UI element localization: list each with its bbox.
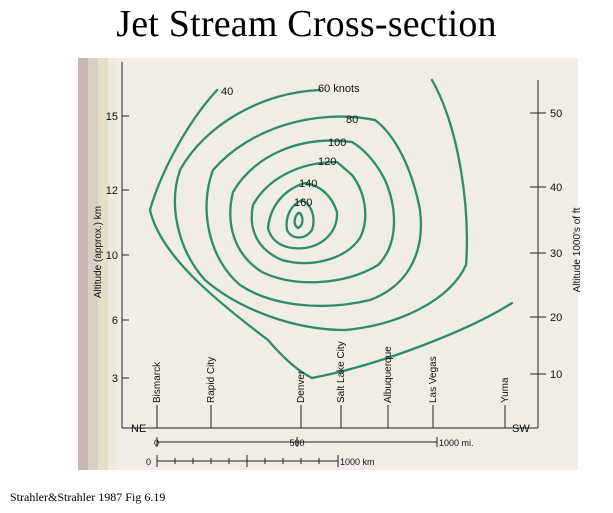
isotach-label: 120 — [318, 156, 336, 168]
mile-scale-mid: 500 — [289, 438, 304, 448]
right-tick-label: 20 — [550, 312, 562, 324]
left-tick-label: 3 — [112, 373, 118, 385]
isotach-label: 160 — [294, 197, 312, 209]
isotach-160 — [285, 198, 315, 239]
right-axis-title: Altitude 1000's of ft — [572, 207, 583, 292]
isotach-core — [293, 211, 304, 230]
isotach-label: 60 knots — [318, 83, 360, 95]
isotach-label: 100 — [328, 137, 346, 149]
right-tick-label: 30 — [550, 248, 562, 260]
isotach-140 — [266, 181, 339, 250]
isotach-40 — [148, 88, 514, 380]
left-tick-label: 6 — [112, 315, 118, 327]
figure-paper — [78, 58, 578, 470]
page-title: Jet Stream Cross-section — [116, 3, 497, 45]
direction-sw: SW — [512, 423, 530, 435]
isotach-label: 140 — [299, 178, 317, 190]
page-edge-strip-3 — [98, 58, 108, 470]
km-scale-zero: 0 — [146, 457, 151, 467]
isotach-label: 80 — [346, 114, 358, 126]
mile-scale-end: 1000 mi. — [439, 438, 474, 448]
city-label-salt-lake-city: Salt Lake City — [336, 341, 347, 403]
page-edge-strip-2 — [88, 58, 98, 470]
right-tick-label: 10 — [550, 369, 562, 381]
right-tick-label: 50 — [550, 108, 562, 120]
mile-scale-zero: 0 — [154, 438, 159, 448]
page-edge-strip-1 — [78, 58, 88, 470]
isotach-label: 40 — [221, 86, 233, 98]
left-tick-label: 12 — [106, 185, 118, 197]
right-tick-label: 40 — [550, 182, 562, 194]
left-tick-label: 10 — [106, 250, 118, 262]
city-label-denver: Denver — [296, 370, 307, 403]
isotach-60 — [173, 78, 468, 332]
page-edge-strip-4 — [108, 58, 116, 470]
left-axis-title: Altitude (approx.) km — [93, 206, 104, 298]
city-label-albuquerque: Albuquerque — [383, 346, 394, 403]
left-tick-label: 15 — [106, 111, 118, 123]
isotach-120 — [250, 160, 367, 265]
figure-caption: Strahler&Strahler 1987 Fig 6.19 — [10, 490, 166, 504]
city-label-bismarck: Bismarck — [152, 361, 163, 403]
km-scale-end: 1000 km — [340, 457, 375, 467]
isotach-100 — [229, 139, 396, 284]
city-label-rapid-city: Rapid City — [206, 357, 217, 403]
city-label-yuma: Yuma — [500, 377, 511, 403]
direction-ne: NE — [131, 423, 146, 435]
city-label-las-vegas: Las Vegas — [428, 356, 439, 403]
isotach-80 — [205, 115, 422, 308]
